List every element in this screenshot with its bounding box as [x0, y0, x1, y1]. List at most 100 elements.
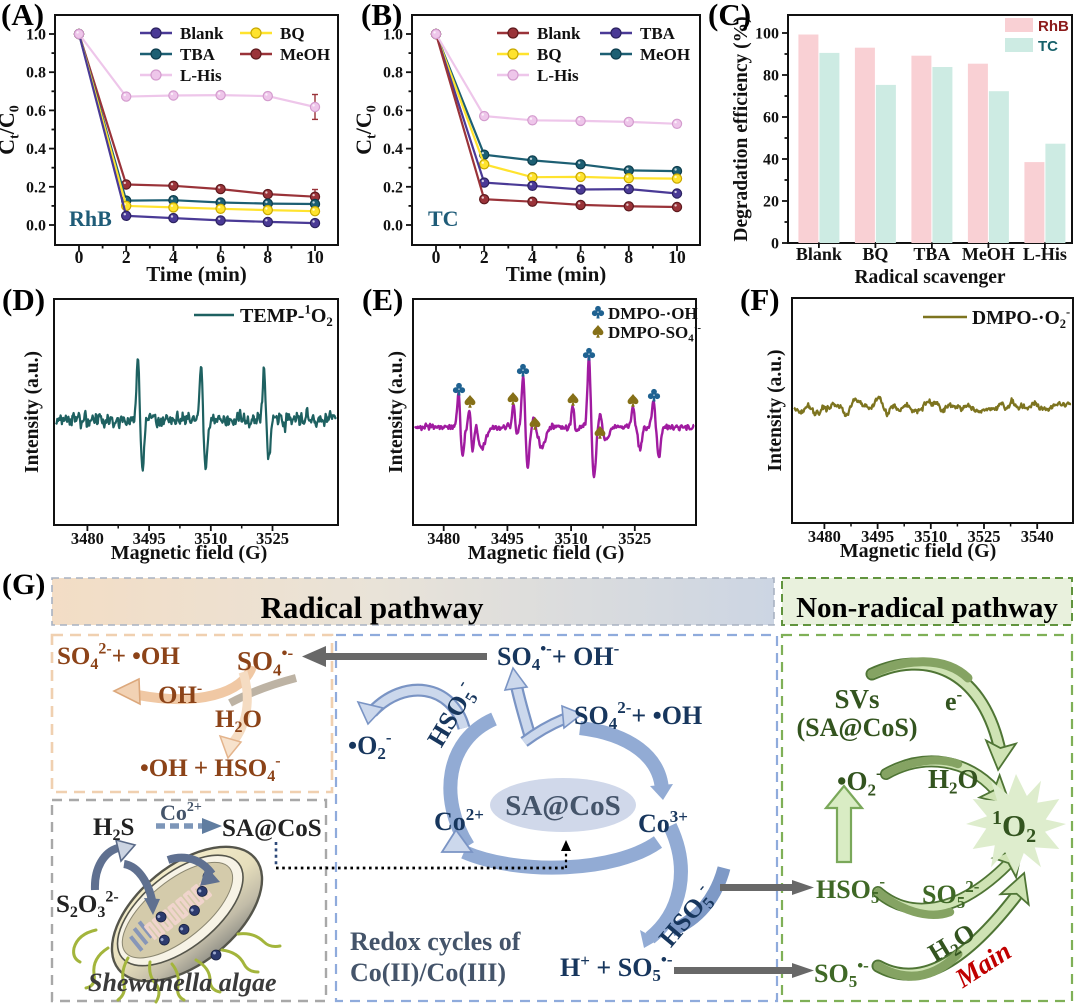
svg-text:DMPO-SO4·-: DMPO-SO4·- [608, 322, 701, 345]
svg-text:OH-: OH- [158, 680, 202, 709]
svg-text:2: 2 [122, 247, 131, 267]
svg-text:100: 100 [755, 26, 779, 43]
svg-text:0.4: 0.4 [383, 141, 403, 158]
svg-text:Ct/C0: Ct/C0 [351, 105, 379, 155]
svg-text:Magnetic field (G): Magnetic field (G) [468, 542, 625, 564]
svg-text:Shewanella algae: Shewanella algae [88, 968, 277, 997]
svg-text:Time (min): Time (min) [146, 262, 247, 286]
svg-text:Magnetic field (G): Magnetic field (G) [840, 540, 997, 562]
svg-text:Magnetic field (G): Magnetic field (G) [111, 542, 268, 564]
svg-text:BQ: BQ [537, 45, 562, 64]
svg-text:3480: 3480 [427, 529, 460, 548]
svg-text:SO42-+ •OH: SO42-+ •OH [574, 698, 702, 733]
svg-text:6: 6 [216, 247, 225, 267]
svg-text:(B): (B) [361, 0, 402, 32]
svg-text:Radical pathway: Radical pathway [260, 590, 484, 625]
svg-text:3480: 3480 [808, 527, 841, 546]
svg-text:Blank: Blank [537, 24, 581, 43]
svg-text:BQ: BQ [280, 24, 305, 43]
svg-text:0.6: 0.6 [383, 103, 403, 120]
svg-text:0: 0 [771, 236, 779, 253]
svg-text:Blank: Blank [180, 24, 224, 43]
svg-text:6: 6 [576, 247, 585, 267]
svg-text:DMPO-·OH: DMPO-·OH [608, 304, 698, 323]
svg-text:3525: 3525 [968, 527, 1001, 546]
svg-text:Intensity (a.u.): Intensity (a.u.) [386, 351, 407, 473]
svg-text:(G): (G) [2, 568, 45, 601]
svg-text:L-His: L-His [537, 66, 579, 85]
svg-text:Radical scavenger: Radical scavenger [854, 267, 1005, 288]
svg-text:(D): (D) [2, 282, 45, 317]
svg-text:0: 0 [432, 247, 441, 267]
svg-text:0: 0 [75, 247, 84, 267]
svg-text:60: 60 [763, 110, 779, 127]
svg-text:SA@CoS: SA@CoS [222, 815, 322, 842]
svg-text:8: 8 [624, 247, 633, 267]
svg-text:SA@CoS: SA@CoS [505, 790, 621, 822]
svg-text:(A): (A) [1, 0, 44, 32]
svg-text:Co2+: Co2+ [434, 805, 484, 836]
svg-text:(F): (F) [740, 282, 780, 317]
svg-text:0.4: 0.4 [26, 141, 46, 158]
svg-text:3525: 3525 [618, 529, 651, 548]
svg-text:L-His: L-His [1023, 244, 1067, 264]
svg-text:MeOH: MeOH [962, 244, 1015, 264]
svg-text:SVs: SVs [834, 684, 879, 714]
svg-text:0.0: 0.0 [26, 218, 46, 235]
svg-text:DMPO-·O2-: DMPO-·O2- [972, 305, 1070, 331]
svg-text:3495: 3495 [491, 529, 524, 548]
svg-text:Intensity (a.u.): Intensity (a.u.) [765, 350, 786, 472]
svg-text:8: 8 [263, 247, 272, 267]
svg-text:SO4•-+ OH-: SO4•-+ OH- [497, 639, 620, 674]
svg-text:Intensity (a.u.): Intensity (a.u.) [22, 351, 43, 473]
svg-text:TC: TC [1038, 38, 1058, 55]
svg-text:TBA: TBA [180, 45, 216, 64]
svg-text:1O2: 1O2 [992, 807, 1036, 847]
svg-text:2: 2 [480, 247, 489, 267]
svg-text:(SA@CoS): (SA@CoS) [797, 713, 918, 742]
svg-text:3525: 3525 [256, 529, 289, 548]
svg-text:0.2: 0.2 [26, 179, 46, 196]
svg-text:Degradation efficiency (%): Degradation efficiency (%) [731, 16, 752, 241]
svg-text:BQ: BQ [862, 244, 888, 264]
svg-text:MeOH: MeOH [280, 45, 330, 64]
svg-text:(C): (C) [708, 0, 751, 32]
svg-text:4: 4 [169, 247, 178, 267]
svg-text:Ct/C0: Ct/C0 [0, 105, 22, 155]
svg-text:•O2-: •O2- [348, 728, 392, 763]
svg-text:40: 40 [763, 152, 779, 169]
svg-text:RhB: RhB [69, 206, 112, 231]
svg-text:1.0: 1.0 [26, 27, 46, 44]
svg-text:TC: TC [428, 206, 459, 231]
svg-text:MeOH: MeOH [640, 45, 690, 64]
svg-text:•OH + HSO4-: •OH + HSO4- [140, 753, 281, 786]
svg-text:RhB: RhB [1038, 18, 1069, 35]
svg-text:Co(II)/Co(III): Co(II)/Co(III) [350, 958, 506, 987]
svg-text:1.0: 1.0 [383, 27, 403, 44]
svg-text:10: 10 [668, 247, 686, 267]
svg-text:3495: 3495 [861, 527, 894, 546]
svg-text:3510: 3510 [914, 527, 947, 546]
svg-text:SO42-+ •OH: SO42-+ •OH [57, 641, 180, 674]
svg-text:80: 80 [763, 68, 779, 85]
svg-text:10: 10 [306, 247, 324, 267]
svg-text:TBA: TBA [913, 244, 950, 264]
svg-text:0.2: 0.2 [383, 179, 403, 196]
svg-text:(E): (E) [362, 282, 403, 317]
svg-text:0.0: 0.0 [383, 218, 403, 235]
svg-text:Redox cycles of: Redox cycles of [350, 927, 521, 956]
svg-text:3540: 3540 [1021, 527, 1054, 546]
svg-text:L-His: L-His [180, 66, 222, 85]
svg-text:0.8: 0.8 [26, 65, 46, 82]
svg-text:0.6: 0.6 [26, 103, 46, 120]
svg-text:3495: 3495 [133, 529, 166, 548]
svg-text:3510: 3510 [555, 529, 588, 548]
svg-text:0.8: 0.8 [383, 65, 403, 82]
svg-text:20: 20 [763, 194, 779, 211]
svg-text:•O2-: •O2- [837, 764, 882, 800]
svg-text:Time (min): Time (min) [506, 262, 607, 286]
svg-text:4: 4 [528, 247, 537, 267]
svg-text:TEMP-1O2: TEMP-1O2 [240, 303, 333, 329]
svg-text:TBA: TBA [640, 24, 676, 43]
svg-text:Blank: Blank [796, 244, 842, 264]
